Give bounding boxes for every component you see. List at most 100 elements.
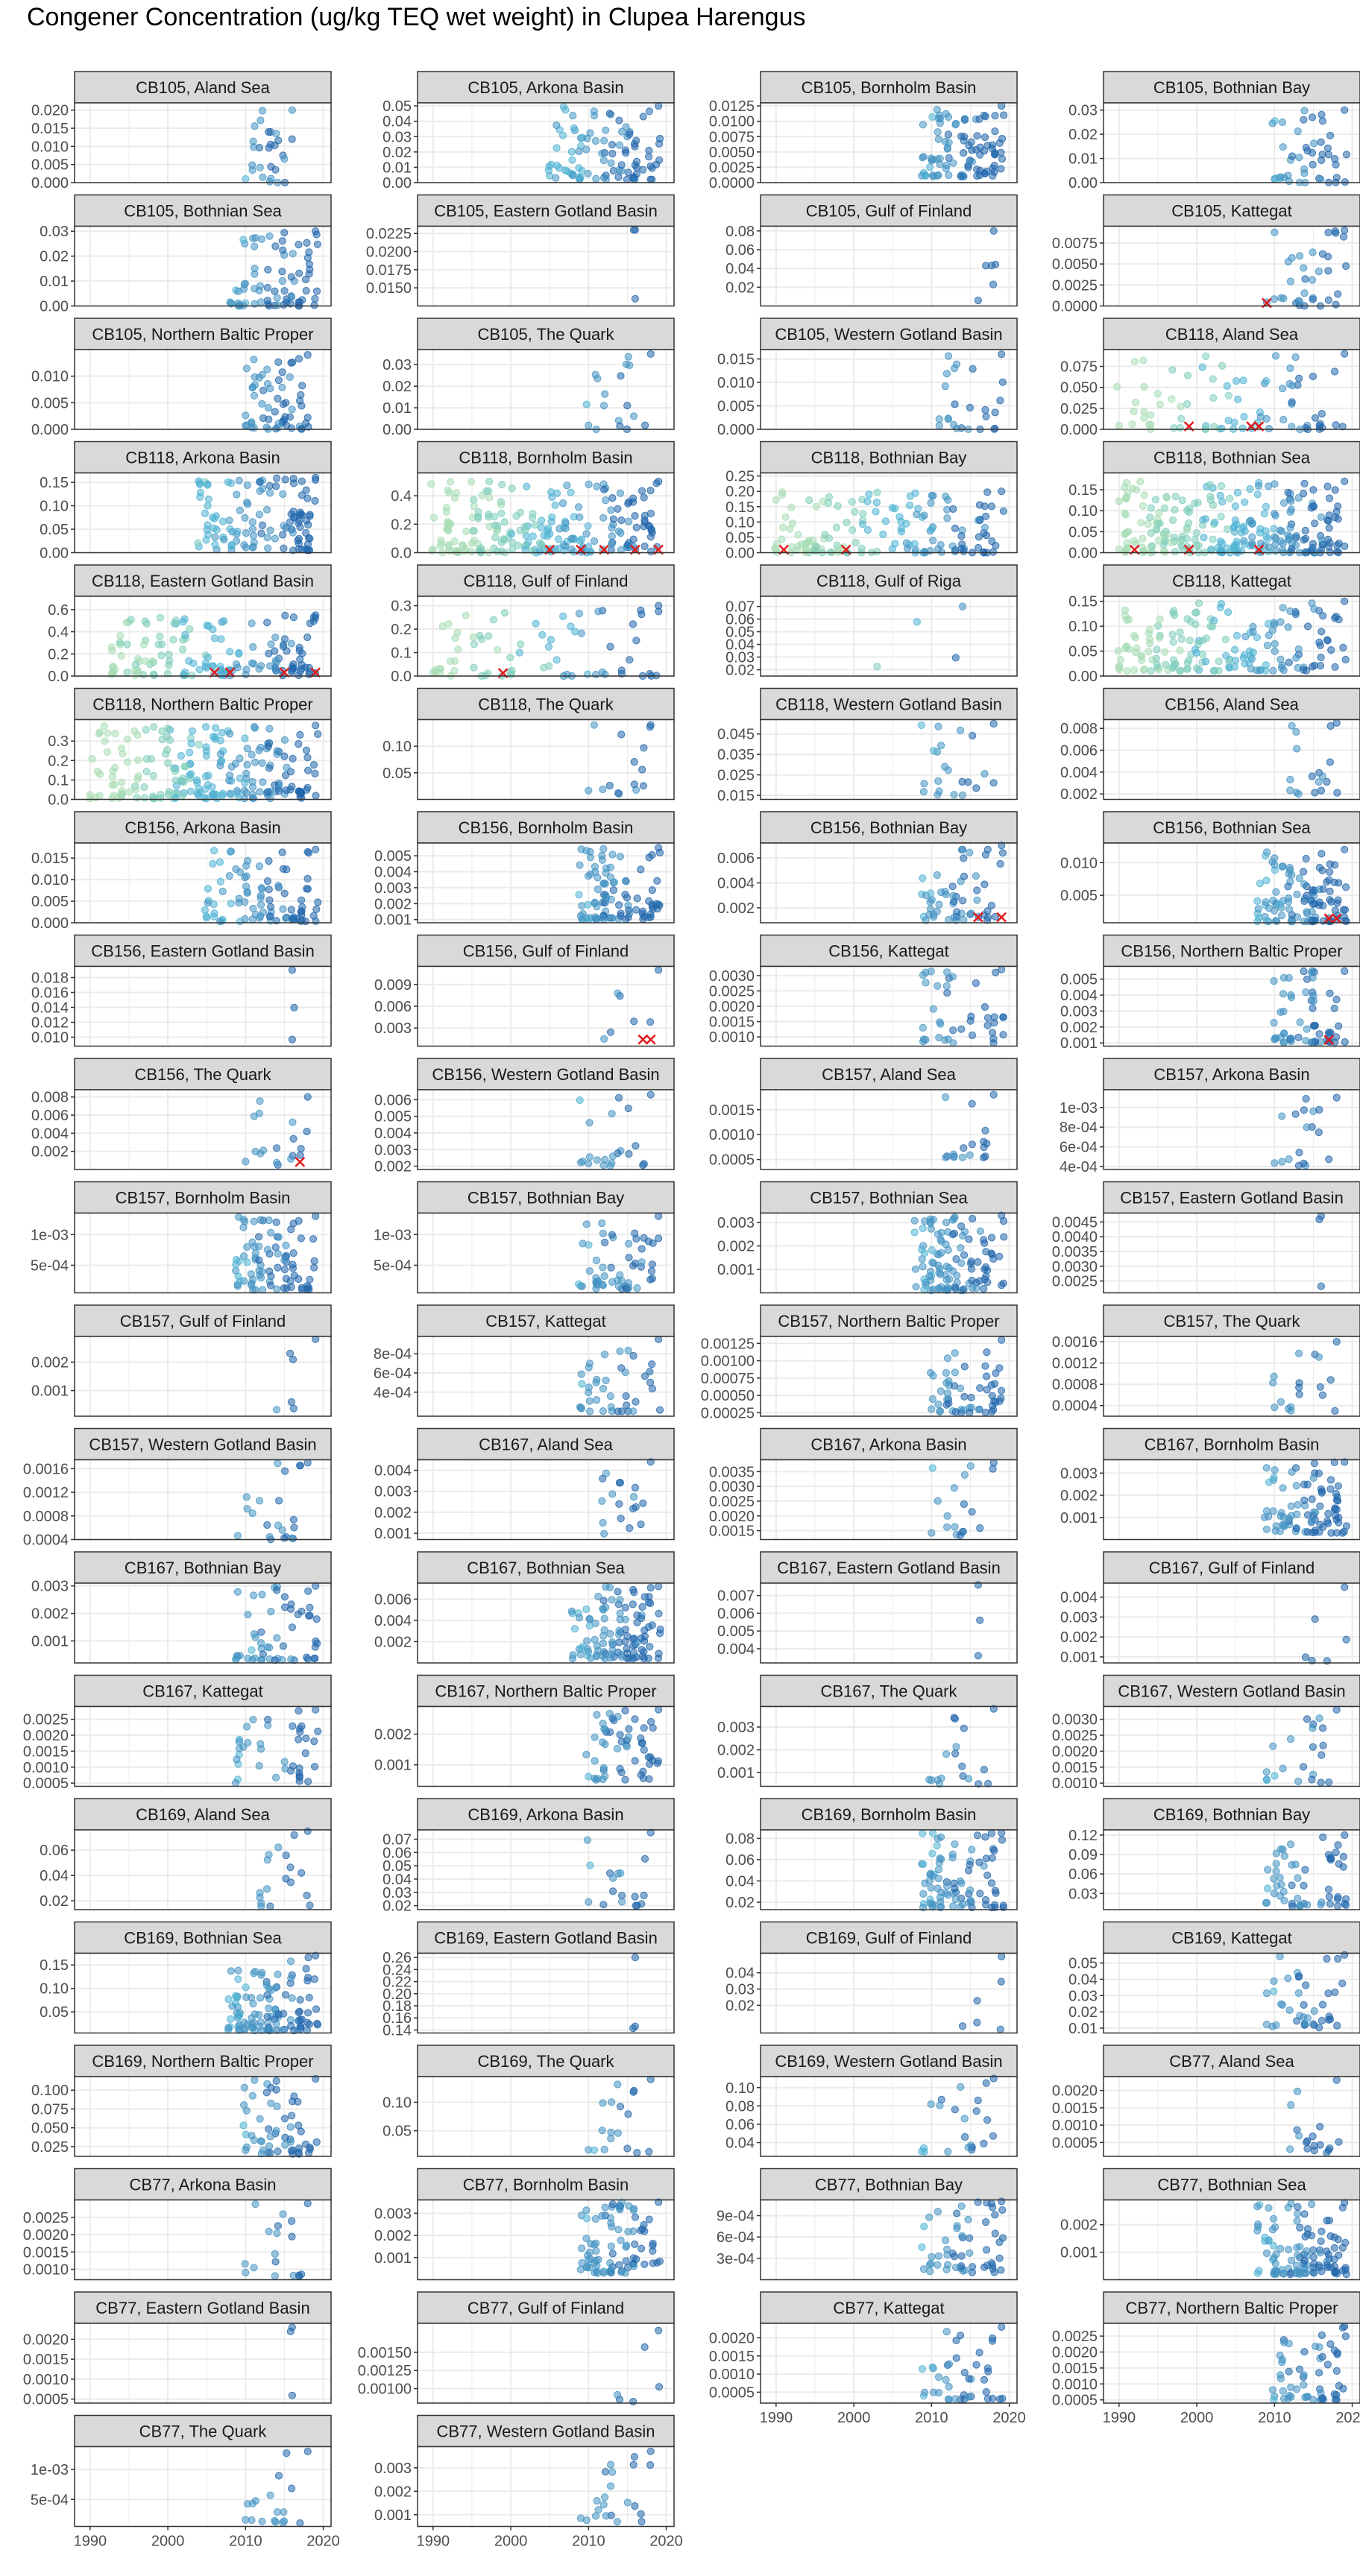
data-point bbox=[1249, 628, 1257, 636]
data-point bbox=[615, 1479, 624, 1487]
point-series bbox=[1268, 106, 1351, 187]
data-point bbox=[232, 1255, 240, 1264]
y-tick-label: 0.002 bbox=[31, 1606, 69, 1623]
data-point bbox=[275, 1497, 283, 1505]
data-point bbox=[583, 670, 592, 678]
data-point bbox=[575, 610, 584, 618]
y-tick-label: 0.0 bbox=[391, 546, 412, 562]
facet-strip bbox=[74, 71, 332, 104]
data-point bbox=[988, 1029, 997, 1037]
data-point bbox=[239, 236, 248, 244]
data-point bbox=[980, 1236, 988, 1244]
data-point bbox=[1156, 400, 1164, 408]
data-point bbox=[1145, 648, 1153, 656]
data-point bbox=[1238, 424, 1247, 432]
data-point bbox=[1153, 660, 1161, 669]
data-point bbox=[119, 750, 127, 758]
facet-strip bbox=[760, 71, 1018, 104]
y-tick-label: 0.01 bbox=[1068, 151, 1098, 168]
data-point bbox=[195, 477, 203, 485]
data-point bbox=[645, 853, 653, 862]
plot-area bbox=[761, 473, 1017, 553]
data-point bbox=[256, 1216, 265, 1224]
data-point bbox=[1308, 1495, 1316, 1503]
data-point bbox=[1300, 1106, 1309, 1114]
data-point bbox=[256, 163, 264, 171]
y-tick-label: 0.015 bbox=[717, 352, 755, 368]
data-point bbox=[1147, 529, 1156, 537]
facet-label: CB167, The Quark bbox=[820, 1682, 957, 1701]
data-point bbox=[988, 537, 996, 546]
y-tick-label: 0.0035 bbox=[709, 1464, 755, 1480]
data-point bbox=[989, 1090, 998, 1099]
data-point bbox=[859, 510, 867, 518]
data-point bbox=[599, 402, 608, 410]
data-point bbox=[1272, 534, 1280, 543]
facet-panel: CB118, Bothnian Bay0.000.050.100.150.200… bbox=[725, 441, 1018, 562]
data-point bbox=[629, 1600, 637, 1609]
data-point bbox=[215, 858, 224, 866]
data-point bbox=[1310, 1459, 1319, 1468]
data-point bbox=[1338, 423, 1347, 431]
data-point bbox=[278, 268, 286, 276]
data-point bbox=[655, 1705, 663, 1714]
data-point bbox=[516, 508, 524, 517]
data-point bbox=[282, 1241, 290, 1250]
data-point bbox=[646, 913, 655, 921]
data-point bbox=[295, 646, 303, 655]
data-point bbox=[1309, 991, 1318, 1000]
data-point bbox=[243, 1258, 251, 1266]
data-point bbox=[250, 1217, 258, 1225]
data-point bbox=[297, 1145, 305, 1153]
data-point bbox=[945, 1275, 954, 1284]
y-tick-label: 5e-04 bbox=[31, 1257, 69, 1274]
data-point bbox=[617, 372, 625, 380]
data-point bbox=[637, 865, 645, 874]
data-point bbox=[243, 760, 251, 769]
y-tick-label: 0.002 bbox=[31, 1144, 69, 1161]
chart-title: Congener Concentration (ug/kg TEQ wet we… bbox=[27, 3, 806, 31]
data-point bbox=[287, 273, 295, 281]
data-point bbox=[288, 1623, 296, 1632]
data-point bbox=[968, 1276, 976, 1285]
data-point bbox=[602, 1376, 610, 1385]
data-point bbox=[1331, 155, 1339, 163]
data-point bbox=[1288, 152, 1297, 160]
data-point bbox=[1308, 276, 1317, 284]
data-point bbox=[1285, 864, 1294, 872]
data-point bbox=[999, 1031, 1007, 1039]
y-tick-label: 0.002 bbox=[717, 1743, 755, 1759]
data-point bbox=[1326, 131, 1335, 139]
data-point bbox=[980, 133, 989, 142]
data-point bbox=[255, 862, 264, 871]
data-point bbox=[202, 723, 210, 731]
y-tick-label: 0.08 bbox=[725, 1831, 755, 1847]
data-point bbox=[273, 1634, 281, 1642]
data-point bbox=[640, 1626, 649, 1635]
data-point bbox=[1326, 989, 1334, 997]
y-tick-label: 6e-04 bbox=[1060, 1140, 1098, 1156]
data-point bbox=[934, 722, 942, 730]
data-point bbox=[242, 883, 251, 891]
y-tick-label: 0.015 bbox=[31, 121, 69, 137]
data-point bbox=[638, 1634, 646, 1642]
data-point bbox=[951, 1349, 959, 1357]
data-point bbox=[629, 1351, 638, 1360]
y-tick-label: 0.01 bbox=[382, 160, 412, 176]
data-point bbox=[942, 1240, 950, 1248]
data-point bbox=[280, 1256, 289, 1264]
data-point bbox=[427, 480, 435, 488]
data-point bbox=[263, 1643, 271, 1651]
data-point bbox=[927, 499, 935, 507]
y-tick-label: 0.25 bbox=[725, 469, 755, 485]
data-point bbox=[1123, 528, 1131, 537]
data-point bbox=[287, 293, 295, 301]
data-point bbox=[1341, 477, 1349, 485]
data-point bbox=[610, 878, 618, 886]
data-point bbox=[608, 1596, 616, 1604]
data-point bbox=[202, 795, 210, 803]
data-point bbox=[913, 511, 921, 519]
data-point bbox=[851, 538, 860, 547]
